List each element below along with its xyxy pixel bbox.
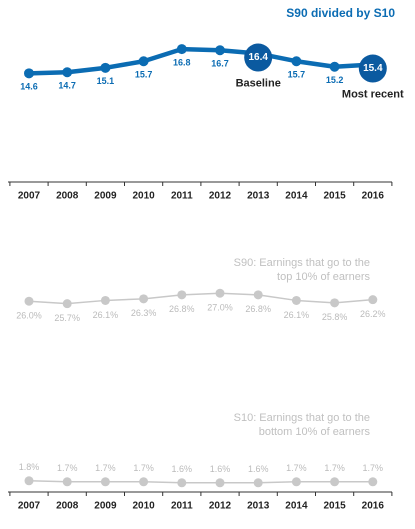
chart-title: S90: Earnings that go to the: [234, 257, 370, 269]
highlight-point: [244, 43, 273, 72]
point: [329, 61, 340, 72]
x-tick-label: 2009: [94, 191, 117, 202]
data-label: 1.6%: [172, 464, 193, 474]
x-tick-label: 2007: [18, 501, 41, 512]
x-tick-label: 2013: [247, 191, 270, 202]
data-label: 1.6%: [248, 464, 269, 474]
highlight-point: [358, 54, 387, 83]
chart-title: bottom 10% of earners: [259, 426, 371, 438]
x-tick-label: 2012: [209, 191, 232, 202]
data-label: 15.7: [135, 70, 153, 80]
x-tick-label: 2010: [132, 191, 155, 202]
data-label: 27.0%: [207, 303, 233, 313]
x-tick-label: 2013: [247, 501, 270, 512]
x-tick-label: 2016: [362, 501, 385, 512]
data-label: 1.6%: [210, 464, 231, 474]
series-line: [28, 46, 373, 76]
point: [176, 44, 187, 55]
point: [215, 478, 225, 488]
data-label: 15.1: [97, 76, 115, 86]
point: [215, 288, 225, 298]
data-label: 26.1%: [284, 310, 310, 320]
x-tick-label: 2008: [56, 501, 79, 512]
x-tick-label: 2011: [171, 191, 193, 202]
data-label: 1.7%: [286, 463, 307, 473]
data-label: 26.2%: [360, 309, 386, 319]
point: [291, 56, 302, 67]
point: [330, 477, 340, 487]
point: [62, 477, 72, 487]
series-line: [28, 480, 373, 484]
x-tick-label: 2007: [18, 191, 41, 202]
data-label: 16.4: [248, 52, 268, 63]
point: [253, 290, 263, 300]
point: [139, 477, 149, 487]
point: [100, 62, 111, 73]
data-label: 26.3%: [131, 308, 157, 318]
data-label: 25.7%: [54, 313, 80, 323]
point: [24, 68, 34, 79]
point: [368, 295, 378, 305]
data-label: 15.4: [363, 63, 383, 74]
data-label: 26.0%: [16, 311, 42, 321]
data-label: 14.7: [58, 81, 76, 91]
chart-title: top 10% of earners: [277, 271, 370, 283]
data-label: 26.8%: [245, 304, 271, 314]
point: [330, 298, 340, 308]
point: [100, 295, 110, 305]
data-label: 1.7%: [95, 463, 116, 473]
data-label: 25.8%: [322, 312, 348, 322]
data-label: 1.8%: [19, 462, 40, 472]
point: [24, 296, 34, 306]
point: [100, 477, 110, 487]
data-label: 26.1%: [93, 310, 119, 320]
data-label: 1.7%: [57, 463, 78, 473]
chart-title: S90 divided by S10: [286, 6, 395, 20]
x-tick-label: 2012: [209, 501, 232, 512]
data-label: 14.6: [20, 82, 38, 92]
data-label: 1.7%: [324, 463, 345, 473]
data-label: 16.7: [211, 59, 229, 69]
point: [62, 299, 72, 309]
point: [177, 290, 187, 300]
x-tick-label: 2011: [171, 501, 193, 512]
x-tick-label: 2014: [285, 501, 308, 512]
point: [253, 478, 263, 488]
point: [291, 477, 301, 487]
series-line: [28, 292, 373, 305]
data-label: 15.7: [288, 70, 306, 80]
point: [24, 476, 34, 486]
point: [177, 478, 187, 488]
data-label: 1.7%: [133, 463, 154, 473]
x-tick-label: 2016: [362, 191, 385, 202]
x-tick-label: 2014: [285, 191, 308, 202]
chart-title: S10: Earnings that go to the: [234, 412, 370, 424]
data-label: 26.8%: [169, 304, 195, 314]
x-tick-label: 2010: [132, 501, 155, 512]
point: [139, 294, 149, 304]
x-tick-label: 2009: [94, 501, 117, 512]
point: [291, 295, 301, 305]
data-label: 15.2: [326, 75, 344, 85]
data-label: 16.8: [173, 58, 191, 68]
data-label: 1.7%: [363, 463, 384, 473]
x-tick-label: 2008: [56, 191, 79, 202]
point: [215, 45, 225, 56]
x-tick-label: 2015: [323, 501, 346, 512]
x-tick-label: 2015: [323, 191, 346, 202]
annotation: Baseline: [236, 77, 281, 89]
point: [368, 477, 378, 487]
annotation: Most recent: [342, 88, 404, 100]
point: [62, 67, 73, 78]
point: [138, 56, 149, 67]
